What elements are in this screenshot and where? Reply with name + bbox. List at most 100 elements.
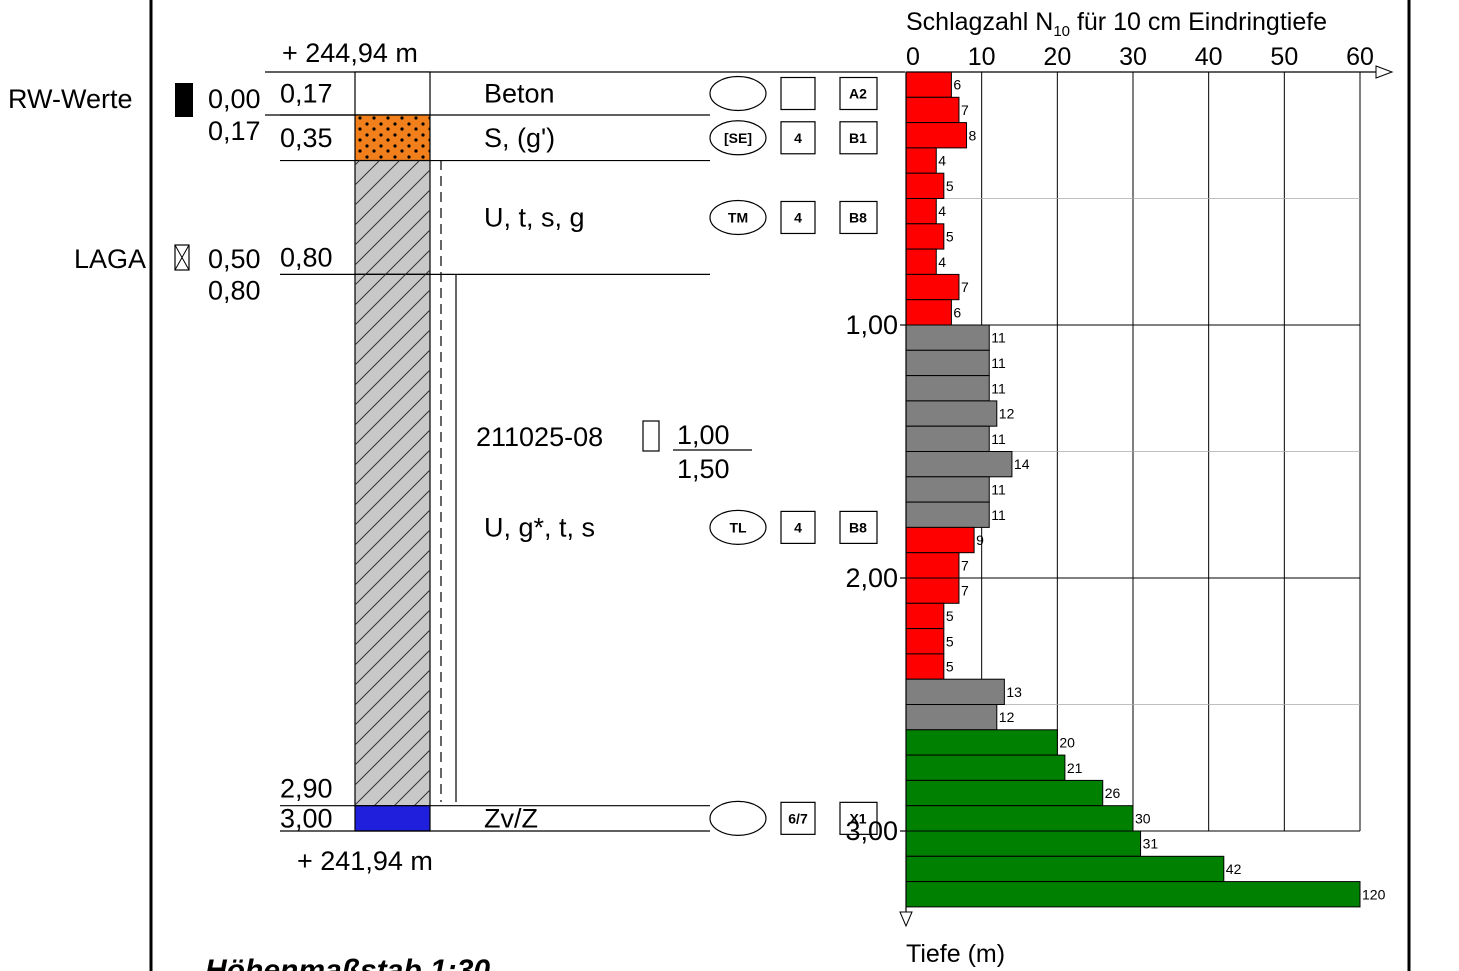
soil-class-label: 6/7 bbox=[788, 810, 808, 826]
x-tick-label: 10 bbox=[968, 43, 996, 71]
code-label: X1 bbox=[849, 810, 866, 826]
scale-caption: Höhenmaßstab 1:30 bbox=[205, 954, 490, 971]
soil-class-label: 4 bbox=[794, 130, 802, 146]
bar-11 bbox=[905, 349, 990, 377]
code-box bbox=[839, 121, 878, 155]
bar-12 bbox=[905, 375, 990, 402]
bar-27 bbox=[905, 754, 1066, 781]
soil-class-label: 4 bbox=[794, 209, 802, 225]
bar-value-label: 5 bbox=[946, 608, 954, 624]
bar-value-label: 11 bbox=[991, 481, 1006, 497]
layer-4: 3,00 Zv/Z 6/7 X1 bbox=[280, 800, 878, 836]
bar-26 bbox=[905, 729, 1058, 756]
layer-fill bbox=[354, 71, 431, 116]
rw-sample-marker bbox=[175, 83, 193, 117]
soil-group-label: TM bbox=[728, 209, 748, 225]
layer-soil-description: Zv/Z bbox=[484, 803, 538, 833]
bar-value-label: 7 bbox=[961, 102, 969, 118]
layer-hatch bbox=[355, 160, 430, 275]
sample-to: 1,50 bbox=[677, 454, 730, 484]
bar-value-label: 9 bbox=[976, 532, 984, 548]
bar-value-label: 11 bbox=[991, 380, 1006, 396]
soil-group-ellipse bbox=[709, 120, 767, 156]
chart-title-sub: 10 bbox=[1053, 23, 1070, 40]
bar-value-label: 31 bbox=[1143, 836, 1159, 852]
layer-2: 0,80 U, t, s, g TM 4 B8 bbox=[280, 159, 878, 276]
elevation-bottom: + 241,94 m bbox=[297, 846, 433, 876]
bar-32 bbox=[905, 881, 1361, 908]
bar-5 bbox=[905, 198, 937, 225]
x-tick-label: 60 bbox=[1346, 43, 1374, 71]
bar-6 bbox=[905, 223, 945, 250]
bar-10 bbox=[905, 324, 990, 351]
x-tick-label: 30 bbox=[1119, 43, 1147, 71]
bar-value-label: 11 bbox=[991, 431, 1006, 447]
bar-value-label: 12 bbox=[999, 709, 1015, 725]
laga-sample-from: 0,50 bbox=[208, 244, 261, 274]
code-label: B8 bbox=[849, 209, 867, 225]
bar-30 bbox=[905, 830, 1142, 857]
chart-axes: 0 10 20 30 40 50 60 1,00 2,00 3,00 bbox=[845, 43, 1394, 928]
soil-group-label: [SE] bbox=[724, 130, 752, 146]
y-axis-arrow-icon bbox=[899, 911, 913, 928]
bar-20 bbox=[905, 577, 960, 604]
code-box bbox=[839, 76, 878, 111]
x-tick-label: 20 bbox=[1043, 43, 1071, 71]
bar-value-label: 6 bbox=[953, 77, 961, 93]
code-box bbox=[839, 510, 878, 544]
bar-18 bbox=[905, 526, 975, 554]
layer-fill bbox=[354, 805, 431, 832]
chart-title-main: Schlagzahl N bbox=[906, 8, 1053, 36]
bar-24 bbox=[905, 678, 1005, 706]
bar-value-label: 4 bbox=[938, 153, 946, 169]
code-box bbox=[839, 801, 878, 835]
layer-1: 0,35 0,17 S, (g') [SE] 4 B1 bbox=[208, 114, 878, 162]
bar-value-label: 5 bbox=[946, 228, 954, 244]
bar-value-label: 11 bbox=[991, 355, 1006, 371]
penetration-chart: Schlagzahl N10 für 10 cm Eindringtiefe 6… bbox=[845, 8, 1394, 968]
soil-class-box bbox=[780, 76, 816, 111]
bar-value-label: 5 bbox=[946, 659, 954, 675]
sample-marker bbox=[642, 420, 660, 452]
bar-1 bbox=[905, 96, 960, 124]
x-axis-arrow-icon bbox=[1375, 65, 1394, 79]
bar-2 bbox=[905, 122, 968, 149]
rw-werte-label: RW-Werte bbox=[8, 84, 133, 114]
layer-depth-bottom: 3,00 bbox=[280, 803, 333, 833]
bar-value-label: 14 bbox=[1014, 456, 1030, 472]
layer-0: 0,17 Beton A2 bbox=[280, 71, 878, 116]
bar-value-label: 6 bbox=[953, 304, 961, 320]
layer-hatch bbox=[355, 274, 430, 806]
chart-bars: 6784545476111111121114111197755513122021… bbox=[905, 71, 1386, 908]
bar-value-label: 30 bbox=[1135, 810, 1151, 826]
code-label: A2 bbox=[849, 86, 867, 102]
bar-25 bbox=[905, 704, 998, 731]
soil-class-box bbox=[780, 510, 816, 544]
layer-soil-description: U, t, s, g bbox=[484, 202, 585, 232]
soil-class-box bbox=[780, 121, 816, 155]
bar-19 bbox=[905, 552, 960, 579]
laga-sample-marker bbox=[174, 244, 190, 271]
bar-value-label: 7 bbox=[961, 583, 969, 599]
y-tick-label: 2,00 bbox=[845, 563, 898, 593]
bar-value-label: 13 bbox=[1006, 684, 1022, 700]
bar-22 bbox=[905, 628, 945, 655]
bar-14 bbox=[905, 425, 990, 453]
rw-sample-from: 0,00 bbox=[208, 84, 261, 114]
layer-depth-top: 0,80 bbox=[208, 275, 261, 305]
layer-soil-description: U, g*, t, s bbox=[484, 512, 595, 542]
soil-class-box bbox=[780, 801, 816, 835]
layer-dots bbox=[355, 115, 430, 161]
bar-0 bbox=[905, 71, 952, 98]
x-tick-label: 40 bbox=[1195, 43, 1223, 71]
soil-class-box bbox=[780, 200, 816, 235]
layer-depth-bottom: 0,35 bbox=[280, 123, 333, 153]
bar-3 bbox=[905, 147, 937, 174]
chart-title: Schlagzahl N10 für 10 cm Eindringtiefe bbox=[906, 8, 1327, 40]
layer-depth-top: 0,17 bbox=[208, 116, 261, 146]
bar-23 bbox=[905, 653, 945, 680]
layer-depth-bottom: 0,80 bbox=[280, 242, 333, 272]
soil-group-label: TL bbox=[729, 519, 747, 535]
layer-3: 2,90 0,80 U, g*, t, s TL 4 B8 bbox=[208, 273, 878, 807]
